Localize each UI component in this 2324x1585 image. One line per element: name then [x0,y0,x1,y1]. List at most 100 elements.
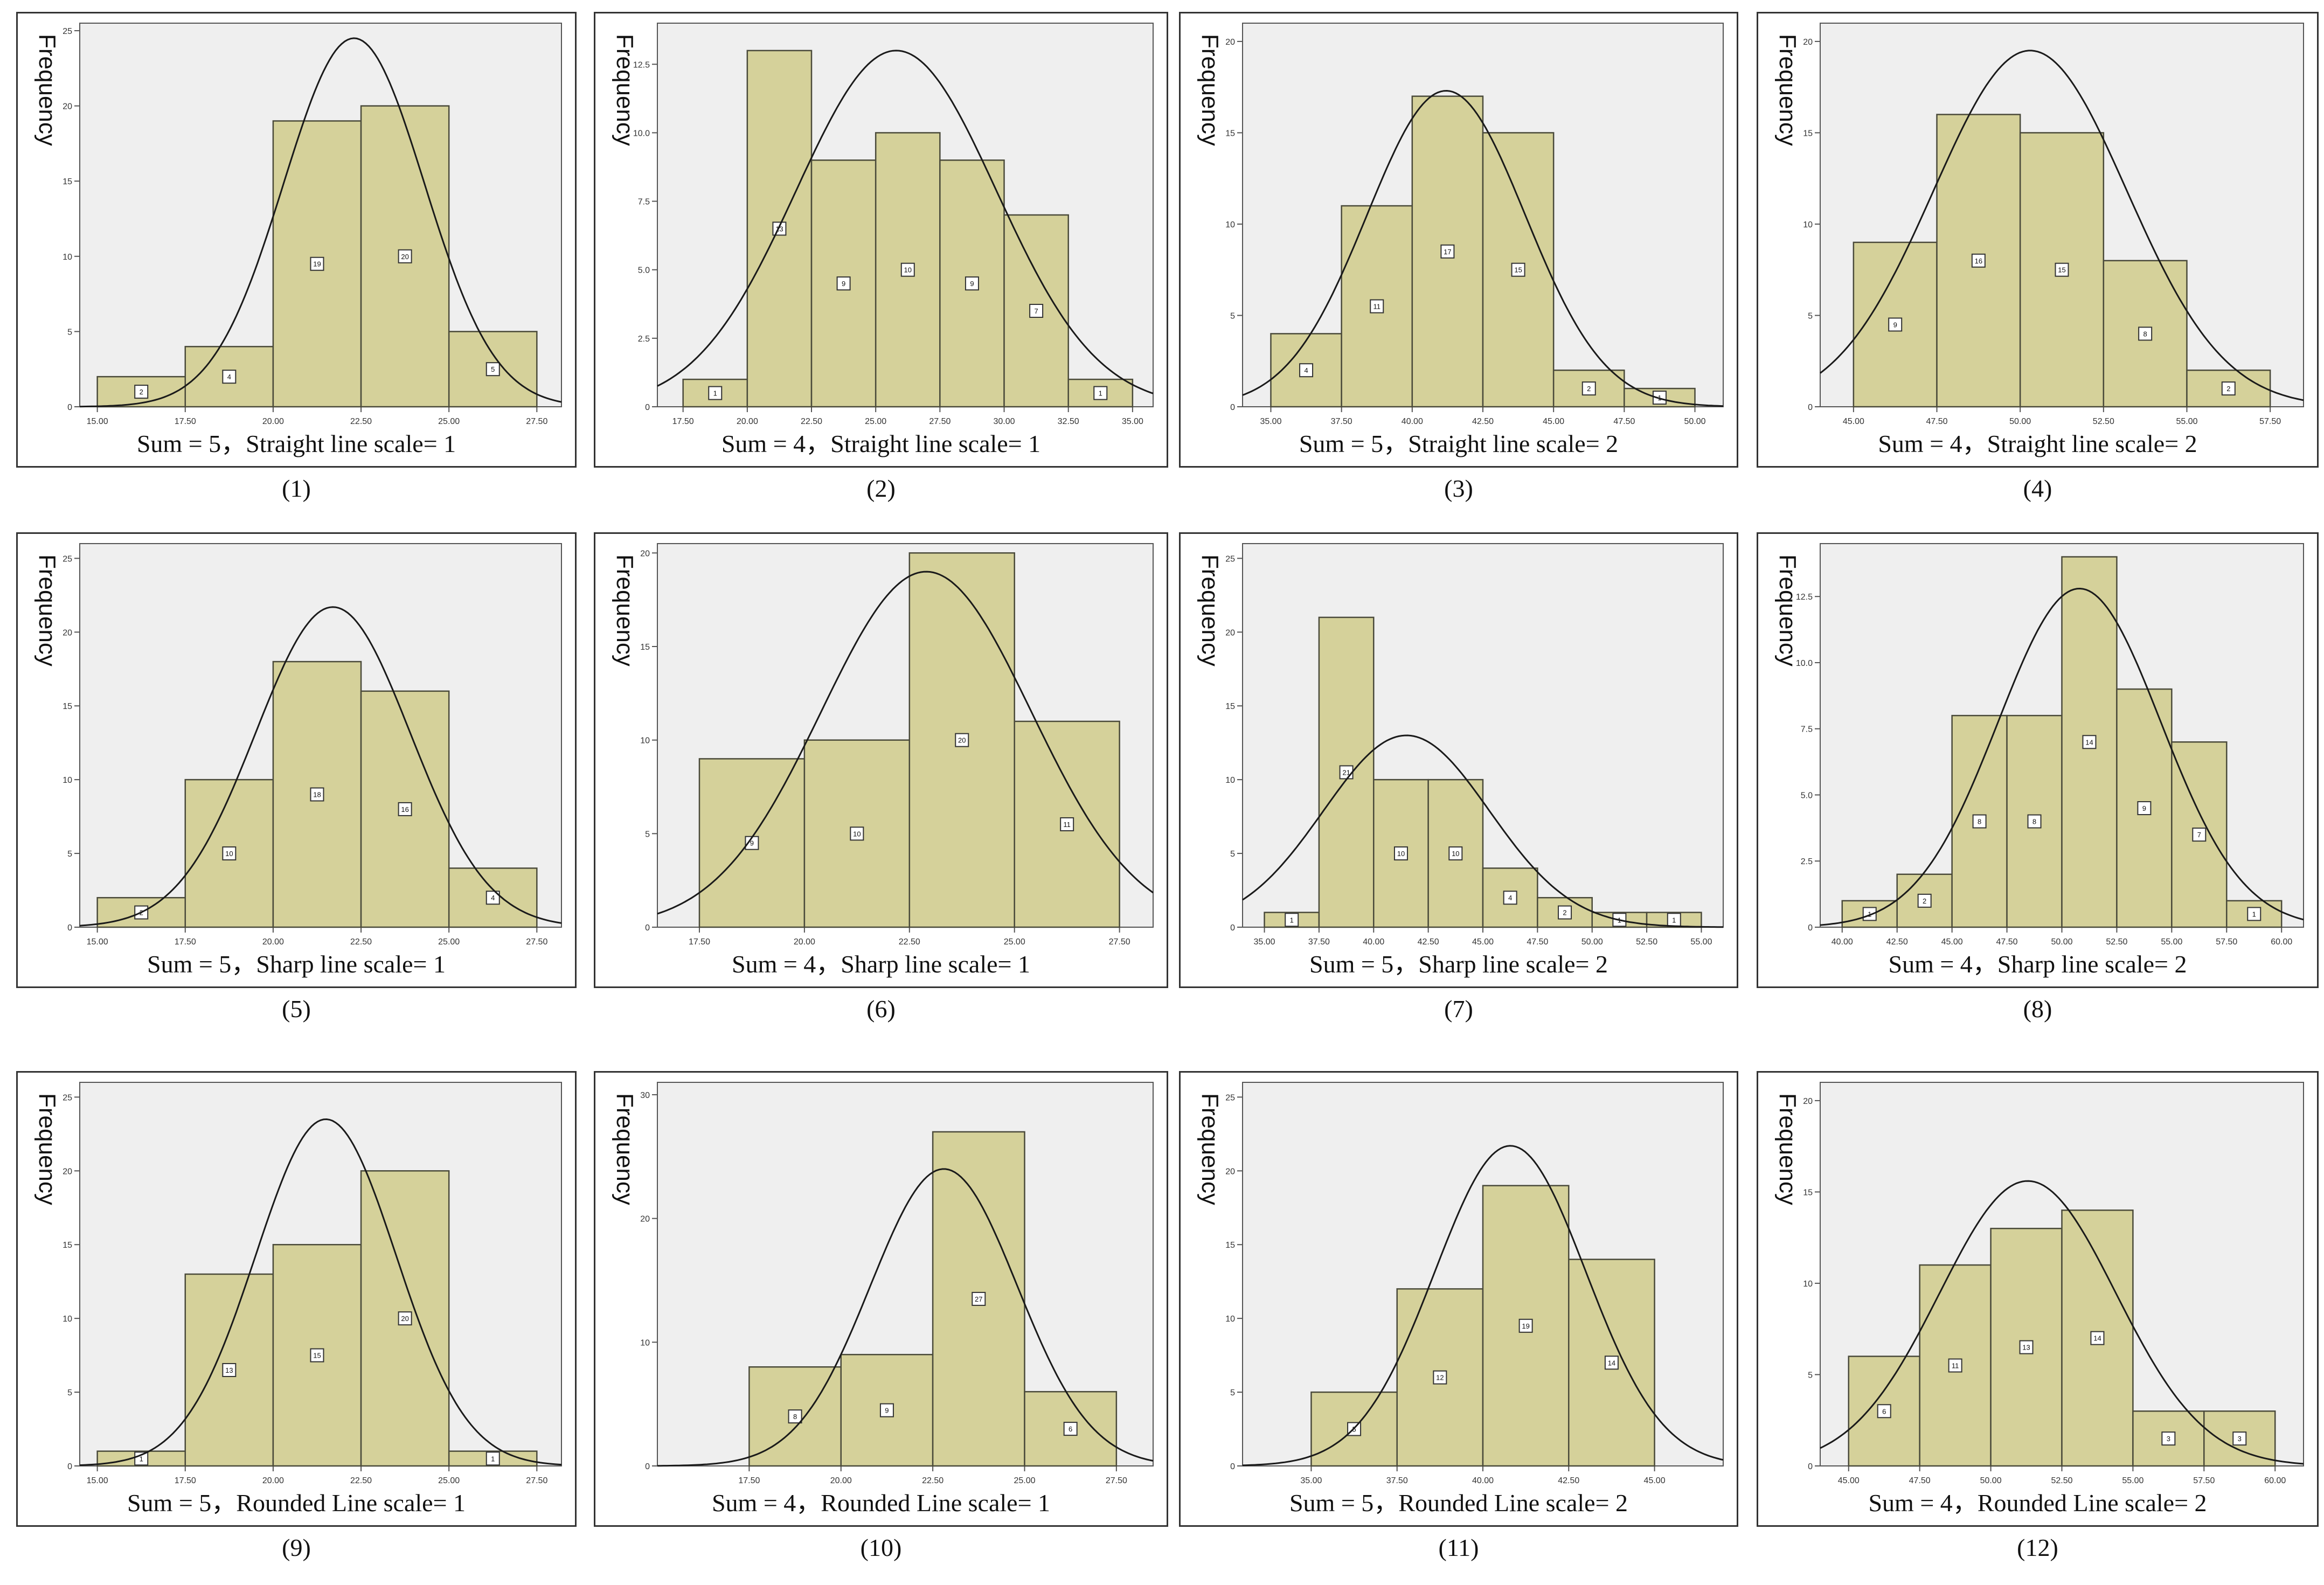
panel-number: (2) [866,475,896,502]
bar-value-box [2055,262,2069,277]
bar-value-box [1393,846,1408,861]
x-tick-label: 40.00 [1402,417,1423,426]
bar-value-label: 4 [491,894,495,902]
bar-value-label: 2 [2226,385,2230,393]
bar-value-box [1060,817,1074,831]
normal-curve [1242,89,1724,407]
bar-value-label: 1 [491,1455,495,1463]
y-tick-label: 0 [1230,923,1235,933]
bar-value-label: 20 [958,736,966,745]
bar-value-label: 17 [1444,248,1451,256]
normal-curve [79,37,562,408]
panel-caption: Sum = 5，Sharp line scale= 2 [1309,950,1608,978]
y-tick-label: 2.5 [638,335,650,344]
x-tick-label: 55.00 [2161,937,2182,947]
normal-curve [79,1118,562,1466]
x-tick-label: 15.00 [87,1476,108,1485]
y-tick-label: 5 [67,1388,72,1398]
y-tick-label: 0 [1808,1462,1813,1471]
x-tick-label: 52.50 [2106,937,2127,947]
y-tick-label: 5 [67,850,72,859]
bar-value-box [955,733,969,747]
x-tick-label: 25.00 [1004,937,1025,947]
y-tick-label: 15 [1225,129,1235,138]
panel-caption: Sum = 4，Straight line scale= 1 [721,430,1041,457]
bar-value-box [2090,1331,2105,1345]
y-axis-label: Frequency [1774,554,1801,666]
histogram-svg: Frequency 0 10 20 30 17.50 20.00 22.50 25.00 27.5… [612,1082,1154,1485]
y-tick-label: 20 [640,1215,650,1224]
chart-panel-7: Frequency 0 5 10 15 20 25 35.00 37.50 40.00 42.50 4… [1179,532,1738,988]
y-tick-label: 20 [63,102,72,112]
histogram-svg: Frequency 0 5 10 15 20 17.50 20.00 22.50 25.00 27.… [612,543,1154,947]
y-tick-label: 10 [1225,776,1235,785]
y-tick-label: 7.5 [1801,725,1813,734]
panel-caption: Sum = 5，Straight line scale= 1 [136,430,456,457]
bar-value-box [2232,1431,2247,1446]
bar-value-label: 9 [842,280,845,288]
bar-value-label: 13 [225,1366,233,1374]
histogram-svg: Frequency 0 5 10 15 20 45.00 47.50 50.00 52.50 55.… [1774,1082,2304,1485]
y-tick-label: 5 [1230,850,1235,859]
bar-value-box [1518,1318,1533,1333]
histogram-svg: Frequency 0 5 10 15 20 25 35.00 37.50 40.00 42.50 4… [1197,1082,1724,1485]
bar-value-box [745,836,759,850]
x-tick-label: 45.00 [1543,417,1564,426]
y-tick-label: 10 [63,776,72,785]
bar-value-label: 7 [1034,307,1038,315]
y-tick-label: 0 [1808,403,1813,412]
bar-value-label: 1 [713,390,717,398]
bar-value-label: 7 [2197,831,2201,839]
x-tick-label: 42.50 [1886,937,1908,947]
bar-value-label: 10 [1452,850,1459,858]
y-tick-label: 15 [640,643,650,652]
bar-value-label: 10 [904,266,912,274]
y-tick-label: 5 [1230,1388,1235,1398]
bar-value-box [398,1311,412,1326]
x-tick-label: 40.00 [1472,1476,1494,1485]
x-tick-label: 47.50 [1613,417,1635,426]
bar-value-box [2082,735,2097,749]
bar-value-box [222,370,237,384]
panel-number: (1) [282,475,311,502]
bar-value-label: 12 [1436,1374,1444,1382]
bar-value-box [879,1403,894,1417]
bar-value-box [1433,1370,1447,1385]
bar-value-box [1285,913,1299,927]
x-tick-label: 22.50 [801,417,822,426]
y-axis-label: Frequency [34,1093,60,1205]
y-axis-label: Frequency [34,554,60,666]
bar-value-label: 3 [2238,1435,2242,1443]
bar-value-label: 8 [2143,330,2147,338]
histogram-bar [448,331,538,408]
x-tick-label: 22.50 [899,937,920,947]
x-tick-label: 57.50 [2193,1476,2215,1485]
y-tick-label: 0 [1808,923,1813,933]
x-tick-label: 17.50 [175,417,196,426]
bar-value-box [310,256,324,271]
bar-value-box [1440,244,1455,259]
chart-panel-2: Frequency 0 2.5 5.0 7.5 10.0 12.5 17.50 20.00 22.… [594,12,1168,468]
y-tick-label: 10 [1225,1315,1235,1324]
y-tick-label: 30 [640,1091,650,1100]
bar-value-box [1581,381,1596,396]
x-tick-label: 37.50 [1386,1476,1408,1485]
bar-value-box [485,362,500,377]
y-tick-label: 0 [67,1462,72,1471]
x-tick-label: 42.50 [1418,937,1439,947]
panel-caption: Sum = 4，Straight line scale= 2 [1878,430,2197,457]
bar-value-box [1511,262,1525,277]
bar-value-label: 9 [2142,804,2146,812]
y-tick-label: 20 [1803,38,1813,47]
bar-value-label: 10 [1397,850,1405,858]
x-tick-label: 32.50 [1058,417,1079,426]
x-tick-label: 45.00 [1843,417,1864,426]
chart-panel-11: Frequency 0 5 10 15 20 25 35.00 37.50 40.00 42.50 4… [1179,1071,1738,1527]
bar-value-box [836,276,851,291]
bar-value-label: 1 [140,1455,143,1463]
bar-value-box [222,846,237,861]
chart-panel-8: Frequency 0 2.5 5.0 7.5 10.0 12.5 40.00 42.50 45.… [1757,532,2319,988]
bar-value-label: 1 [2252,910,2256,918]
